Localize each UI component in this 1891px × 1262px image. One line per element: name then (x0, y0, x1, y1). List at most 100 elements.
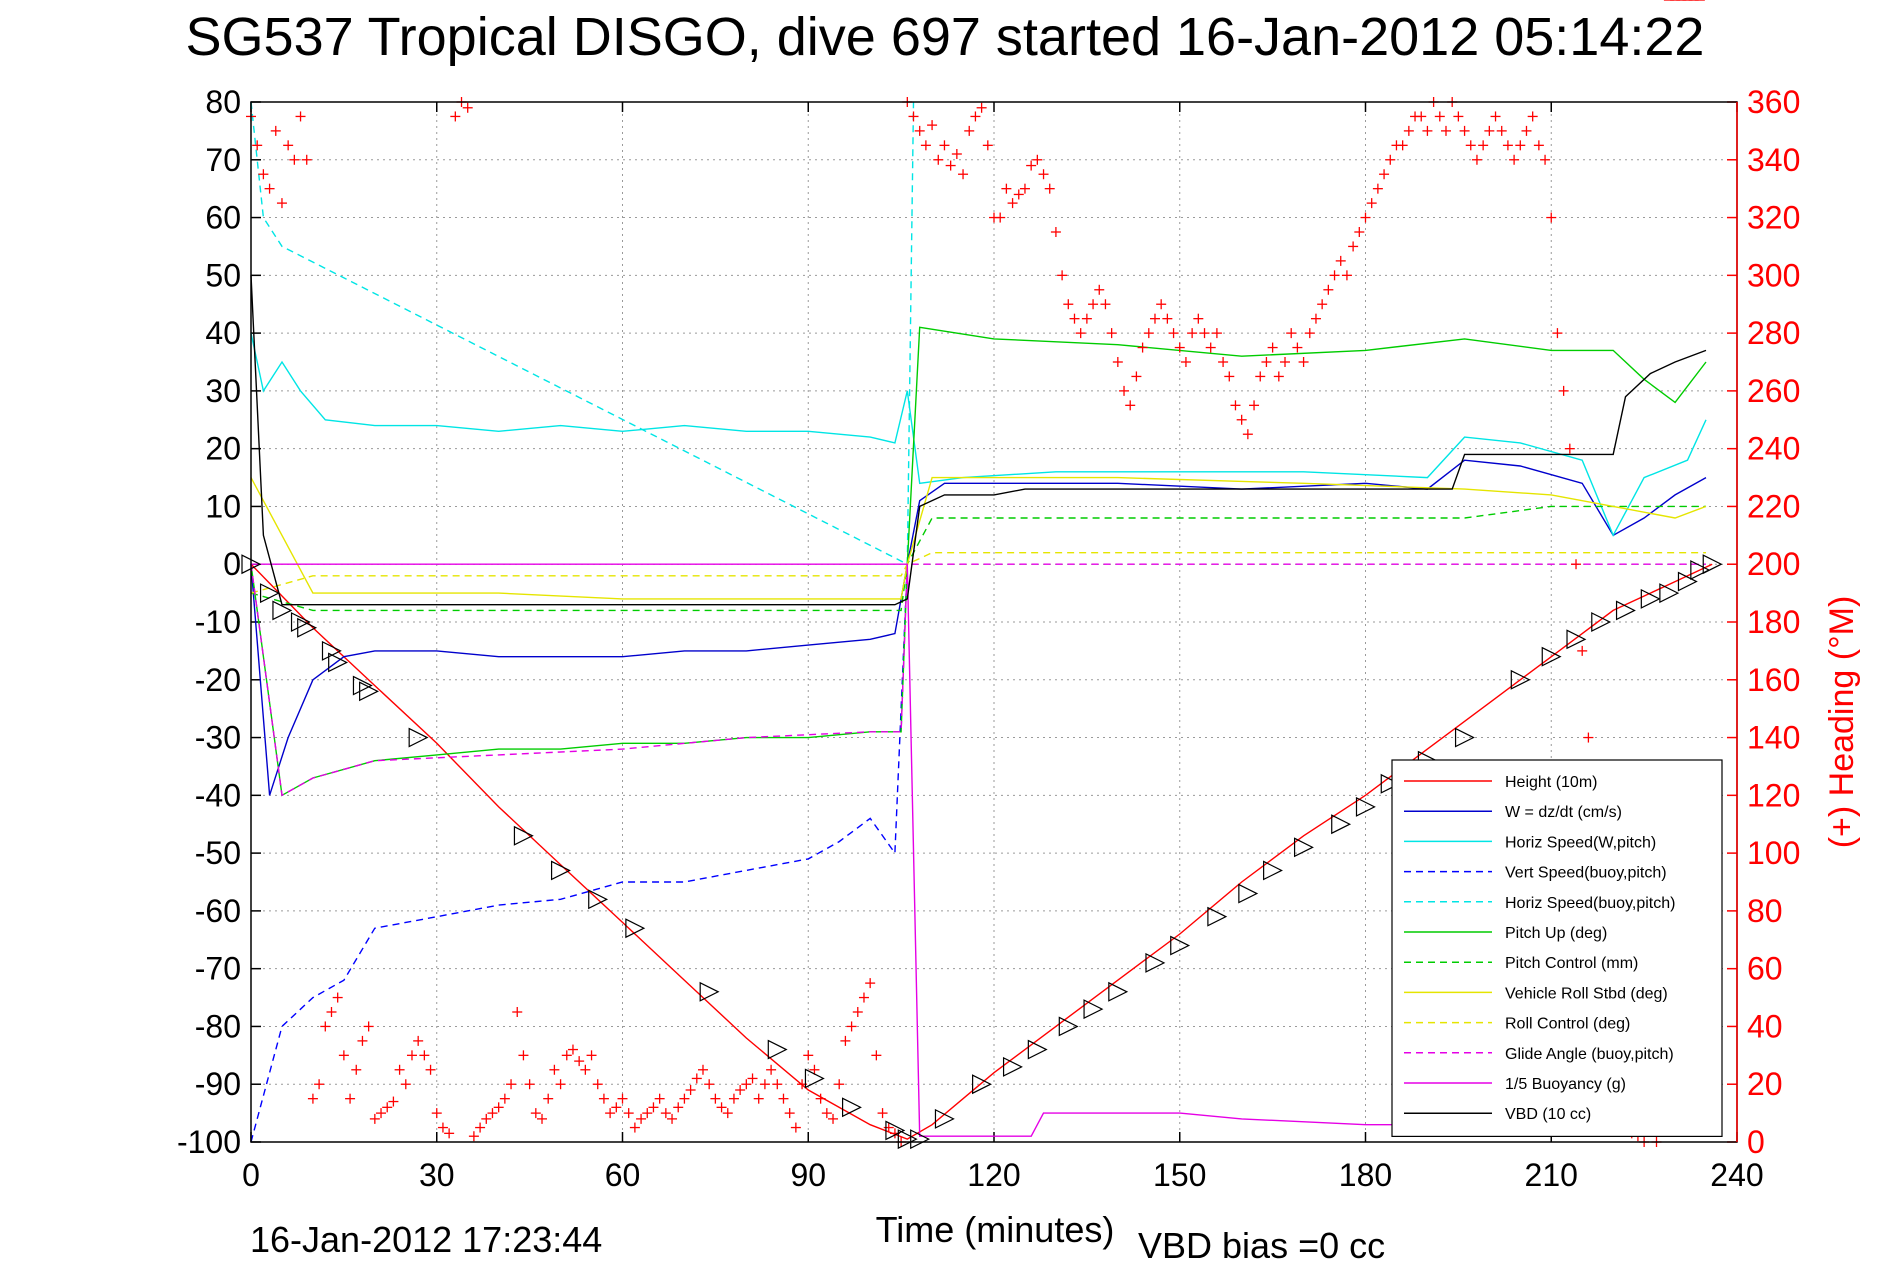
heading-point (654, 1093, 665, 1104)
depth-marker (1454, 727, 1475, 748)
heading-point (846, 1021, 857, 1032)
heading-point (357, 1035, 368, 1046)
depth-marker (910, 1129, 931, 1150)
x-tick-label: 120 (967, 1157, 1020, 1193)
y-tick-label-left: -80 (195, 1008, 241, 1044)
depth-marker (259, 583, 280, 604)
heading-point (462, 102, 473, 113)
heading-point (617, 1093, 628, 1104)
heading-point (1354, 227, 1365, 237)
heading-point (475, 1122, 486, 1133)
y-tick-label-left: 30 (205, 373, 241, 409)
heading-point (487, 1108, 498, 1119)
y-tick-label-right: 100 (1747, 835, 1800, 871)
heading-point (481, 1113, 492, 1124)
heading-point (351, 1064, 362, 1075)
heading-point (1100, 299, 1111, 310)
depth-marker (1355, 796, 1376, 817)
heading-point (945, 160, 956, 171)
heading-point (1527, 111, 1538, 122)
heading-point (1496, 125, 1507, 136)
heading-point (592, 1079, 603, 1090)
heading-point (1509, 154, 1520, 165)
heading-point (667, 1113, 678, 1124)
x-ticks: 0 30 60 90 120 150 180 210 240 (242, 102, 1764, 1193)
heading-markers (246, 0, 1705, 1147)
heading-point (574, 1056, 585, 1067)
x-tick-label: 60 (605, 1157, 641, 1193)
depth-marker (513, 825, 534, 846)
heading-point (976, 102, 987, 113)
legend-label-2: Horiz Speed(W,pitch) (1505, 834, 1656, 851)
heading-point (995, 212, 1006, 223)
legend-label-10: 1/5 Buoyancy (g) (1505, 1076, 1626, 1093)
heading-point (865, 978, 876, 989)
y-tick-label-left: -50 (195, 835, 241, 871)
depth-marker (1058, 1016, 1079, 1037)
y-tick-label-left: -90 (195, 1066, 241, 1102)
heading-point (1193, 313, 1204, 324)
heading-point (1490, 111, 1501, 122)
heading-point (499, 1093, 510, 1104)
legend-label-7: Vehicle Roll Stbd (deg) (1505, 985, 1668, 1002)
heading-point (809, 1064, 820, 1075)
depth-marker (588, 889, 609, 910)
heading-point (1050, 227, 1061, 237)
heading-point (766, 1064, 777, 1075)
heading-point (338, 1050, 349, 1061)
heading-point (1162, 313, 1173, 324)
heading-point (821, 1108, 832, 1119)
depth-marker (841, 1097, 862, 1118)
depth-marker (1677, 571, 1698, 592)
heading-point (1540, 154, 1551, 165)
y-tick-label-right: 240 (1747, 431, 1800, 467)
depth-marker (1510, 669, 1531, 690)
heading-point (1329, 270, 1340, 281)
heading-point (1286, 328, 1297, 339)
legend: Height (10m) W = dz/dt (cm/s) Horiz Speed(… (1391, 759, 1723, 1137)
heading-point (673, 1102, 684, 1113)
series-line-2 (250, 332, 1707, 537)
heading-point (1032, 154, 1043, 165)
y-tick-label-right: 160 (1747, 662, 1800, 698)
heading-point (1564, 443, 1575, 454)
y-tick-label-left: -30 (195, 720, 241, 756)
heading-point (1156, 299, 1167, 310)
heading-point (252, 140, 263, 151)
heading-point (735, 1085, 746, 1095)
heading-point (828, 1113, 839, 1124)
legend-label-4: Horiz Speed(buoy,pitch) (1505, 895, 1675, 912)
heading-point (691, 1073, 702, 1084)
heading-point (1366, 198, 1377, 209)
heading-point (276, 198, 287, 209)
heading-point (1533, 140, 1544, 151)
y-tick-label-left: -40 (195, 777, 241, 813)
heading-point (908, 111, 919, 122)
heading-point (679, 1093, 690, 1104)
heading-point (1038, 169, 1049, 180)
heading-point (1403, 125, 1414, 136)
heading-point (1119, 385, 1130, 396)
x-tick-label: 90 (790, 1157, 826, 1193)
y-tick-label-right: 120 (1747, 777, 1800, 813)
depth-marker (625, 918, 646, 939)
depth-marker (1380, 773, 1401, 794)
heading-point (1112, 357, 1123, 367)
y-tick-label-right: 40 (1747, 1008, 1783, 1044)
heading-point (1422, 125, 1433, 136)
heading-point (543, 1093, 554, 1104)
depth-marker (1293, 837, 1314, 858)
series-layer (250, 101, 1713, 1143)
heading-point (376, 1108, 387, 1119)
heading-point (1236, 414, 1247, 425)
depth-marker (1145, 952, 1166, 973)
depth-marker (290, 612, 311, 632)
heading-point (1416, 111, 1427, 122)
y-tick-label-left: -60 (195, 893, 241, 929)
heading-point (258, 169, 269, 180)
heading-point (1088, 299, 1099, 310)
y-tick-label-right: 200 (1747, 546, 1800, 582)
heading-point (951, 149, 962, 159)
heading-point (320, 1021, 331, 1032)
